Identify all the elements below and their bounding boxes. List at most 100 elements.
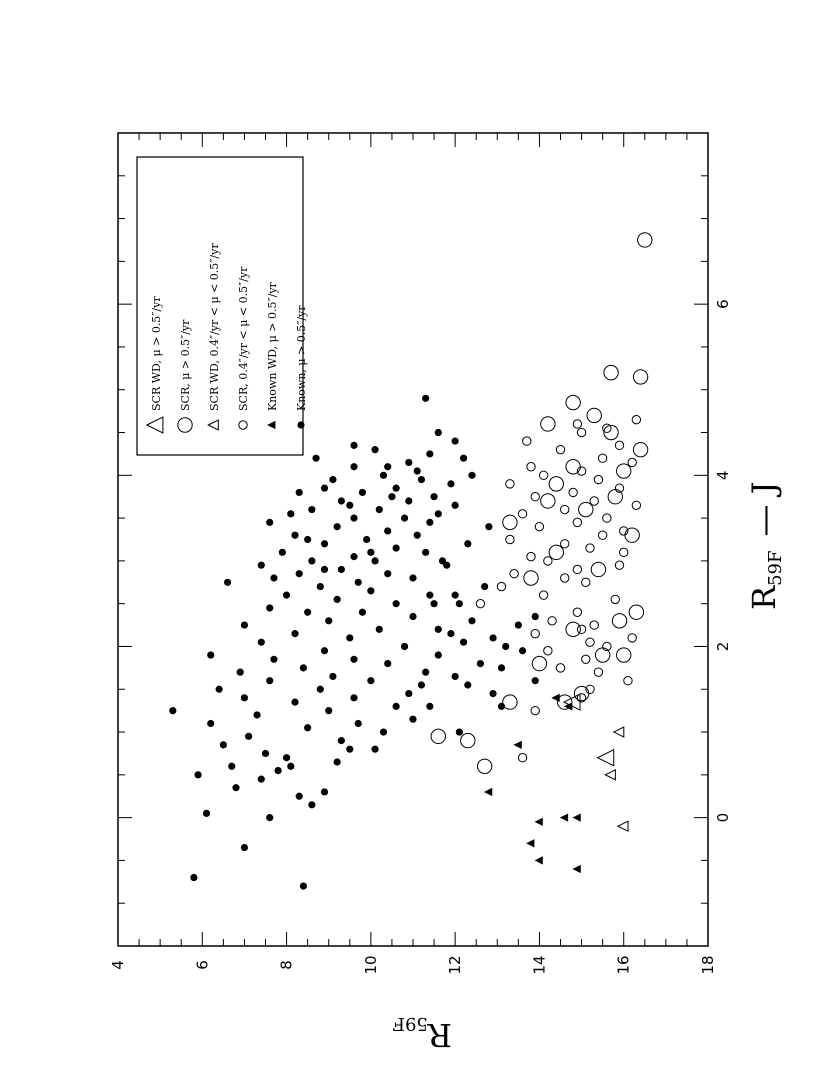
data-point-series-5 xyxy=(282,591,291,599)
data-point-series-5 xyxy=(388,493,396,501)
data-point-series-5 xyxy=(375,625,383,633)
data-point-series-5 xyxy=(270,655,278,663)
data-point-series-5 xyxy=(502,642,510,651)
data-point-series-3 xyxy=(572,564,583,575)
y-tick-label: 12 xyxy=(446,955,464,974)
data-point-series-5 xyxy=(257,638,265,646)
data-point-series-1 xyxy=(460,732,476,749)
data-point-series-5 xyxy=(400,642,409,651)
data-point-series-3 xyxy=(627,633,637,643)
data-point-series-3 xyxy=(534,521,545,532)
data-point-series-2 xyxy=(616,820,629,832)
data-point-series-5 xyxy=(333,758,341,766)
data-point-series-3 xyxy=(547,616,557,626)
data-point-series-5 xyxy=(371,745,379,753)
data-point-series-1 xyxy=(540,493,556,509)
data-point-series-2 xyxy=(612,726,625,738)
data-point-series-1 xyxy=(523,570,539,586)
data-point-series-3 xyxy=(530,628,540,639)
data-point-series-3 xyxy=(576,466,587,476)
data-point-series-3 xyxy=(589,620,599,630)
data-point-series-5 xyxy=(367,587,375,595)
y-axis-label: R59F xyxy=(393,1013,453,1054)
data-point-series-5 xyxy=(392,600,400,608)
data-point-series-3 xyxy=(572,517,583,528)
x-axis-label-rest: — J xyxy=(745,482,783,537)
data-point-series-1 xyxy=(637,232,653,248)
x-tick-label: 6 xyxy=(714,299,732,309)
data-point-series-5 xyxy=(379,471,388,479)
data-point-series-5 xyxy=(426,450,434,458)
data-point-series-5 xyxy=(367,677,375,685)
data-point-series-5 xyxy=(531,677,539,685)
data-point-series-1 xyxy=(603,364,619,381)
data-point-series-4 xyxy=(534,817,543,827)
data-point-series-4 xyxy=(534,856,543,865)
data-point-series-5 xyxy=(367,548,375,556)
data-point-series-3 xyxy=(475,598,486,609)
data-point-series-3 xyxy=(619,547,629,558)
data-point-series-3 xyxy=(555,663,566,673)
data-point-series-4 xyxy=(483,787,493,797)
data-point-series-1 xyxy=(611,613,628,629)
data-point-series-3 xyxy=(602,641,612,652)
data-point-series-5 xyxy=(320,565,329,574)
legend-marker xyxy=(238,420,248,430)
data-point-series-3 xyxy=(610,594,620,605)
data-point-series-5 xyxy=(228,762,236,770)
legend-marker xyxy=(267,420,276,430)
data-point-series-3 xyxy=(631,500,642,510)
data-point-series-1 xyxy=(557,694,573,710)
y-tick-label: 8 xyxy=(278,960,296,970)
data-point-series-5 xyxy=(363,535,371,544)
data-point-series-5 xyxy=(202,809,211,817)
data-point-series-4 xyxy=(551,693,560,702)
data-point-series-5 xyxy=(447,630,455,638)
data-point-series-5 xyxy=(240,694,249,702)
legend-box xyxy=(136,156,304,456)
data-point-series-5 xyxy=(266,604,274,612)
data-point-series-5 xyxy=(350,694,358,702)
data-point-series-5 xyxy=(400,514,409,522)
data-point-series-5 xyxy=(207,651,215,659)
data-point-series-3 xyxy=(505,479,515,489)
data-point-series-5 xyxy=(405,497,413,505)
data-point-series-5 xyxy=(434,428,442,437)
data-point-series-5 xyxy=(430,493,438,501)
legend-entry-label: SCR, 0.4″/yr < μ < 0.5″/yr xyxy=(237,266,250,411)
data-point-series-5 xyxy=(489,689,497,698)
data-point-series-3 xyxy=(517,753,528,763)
data-point-series-1 xyxy=(531,655,548,672)
data-point-series-5 xyxy=(417,681,426,689)
data-point-series-5 xyxy=(245,732,253,740)
data-point-series-0 xyxy=(596,748,615,767)
data-point-series-5 xyxy=(194,771,202,779)
data-point-series-5 xyxy=(384,659,392,668)
data-point-series-3 xyxy=(581,654,591,665)
data-point-series-5 xyxy=(464,540,472,548)
legend-entry-label: SCR WD, 0.4″/yr < μ < 0.5″/yr xyxy=(208,243,221,411)
data-point-series-1 xyxy=(565,621,581,638)
data-point-series-3 xyxy=(614,483,625,493)
data-point-series-5 xyxy=(295,488,303,497)
data-point-series-1 xyxy=(586,407,602,424)
data-point-series-5 xyxy=(426,591,434,599)
data-point-series-5 xyxy=(392,702,400,710)
y-axis-label-main: R xyxy=(427,1016,452,1054)
data-point-series-5 xyxy=(291,698,299,706)
data-point-series-5 xyxy=(451,437,459,445)
data-point-series-5 xyxy=(295,570,303,578)
data-point-series-5 xyxy=(350,553,358,561)
data-point-series-5 xyxy=(223,578,232,586)
data-point-series-1 xyxy=(565,394,581,411)
data-point-series-1 xyxy=(565,459,581,475)
data-point-series-3 xyxy=(538,470,549,481)
data-point-series-5 xyxy=(308,505,316,514)
data-point-series-5 xyxy=(451,591,459,599)
data-point-series-5 xyxy=(337,737,345,745)
data-point-series-3 xyxy=(627,457,637,468)
data-point-series-3 xyxy=(585,543,595,553)
data-point-series-5 xyxy=(346,501,354,509)
data-point-series-3 xyxy=(576,693,587,703)
